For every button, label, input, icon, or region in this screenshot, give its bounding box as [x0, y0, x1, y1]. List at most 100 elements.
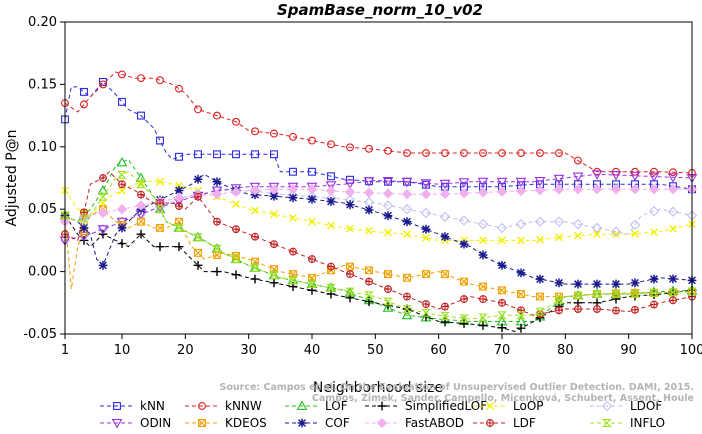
data-point [289, 214, 297, 222]
data-point [422, 270, 430, 279]
data-point [376, 417, 388, 429]
data-point [440, 312, 450, 320]
data-point [498, 286, 506, 295]
data-point [174, 223, 184, 232]
data-point [365, 278, 373, 285]
data-point [383, 297, 393, 306]
data-point [631, 229, 639, 238]
data-point [346, 262, 354, 271]
data-point [479, 149, 487, 157]
legend-label: LDF [513, 416, 536, 430]
data-point [422, 149, 430, 157]
data-point [553, 184, 565, 195]
series-ldf [61, 171, 696, 318]
data-point [118, 180, 126, 188]
data-point [534, 216, 546, 227]
data-point [325, 185, 337, 196]
data-point [420, 179, 432, 189]
data-point [630, 278, 640, 288]
data-point [420, 207, 432, 219]
data-point [401, 177, 413, 188]
data-point [251, 232, 259, 241]
data-point [345, 287, 355, 296]
data-point [117, 239, 127, 248]
data-point [422, 234, 430, 242]
data-point [232, 150, 240, 159]
data-point [517, 236, 525, 245]
data-point [99, 77, 107, 86]
data-point [80, 87, 88, 96]
data-point [212, 244, 222, 253]
series-line [64, 173, 693, 285]
x-tick-label: 70 [494, 343, 511, 358]
data-point [593, 230, 601, 239]
data-point [459, 239, 469, 249]
data-point [517, 290, 525, 299]
legend-item: ODIN [100, 416, 171, 430]
data-point [441, 303, 449, 310]
legend-item: COF [285, 416, 350, 430]
data-point [80, 208, 88, 217]
data-point [441, 270, 449, 279]
data-point [116, 204, 128, 215]
data-point [308, 167, 316, 176]
data-point [137, 191, 145, 199]
data-point [516, 323, 526, 333]
data-point [631, 306, 639, 314]
data-point [346, 224, 354, 233]
data-point [137, 190, 145, 199]
data-point [80, 208, 88, 216]
data-point [402, 217, 412, 227]
data-point [156, 177, 164, 186]
data-point [422, 300, 430, 308]
data-point [174, 186, 184, 195]
legend-label: COF [325, 416, 350, 430]
data-point [213, 111, 221, 120]
data-point [155, 205, 165, 214]
data-point [650, 300, 658, 309]
data-point [249, 182, 261, 193]
watermark-line-1: Source: Campos et al. On the Evaluation … [220, 382, 694, 393]
data-point [650, 228, 658, 237]
data-point [630, 289, 640, 298]
data-point [477, 187, 489, 198]
data-point [297, 418, 307, 428]
data-point [479, 236, 487, 245]
data-point [421, 224, 431, 234]
data-point [194, 193, 202, 201]
data-point [155, 242, 165, 252]
data-point [439, 188, 451, 200]
data-point [460, 277, 468, 286]
data-point [516, 268, 526, 278]
data-point [573, 291, 583, 300]
data-point [515, 185, 527, 197]
y-axis-label: Adjusted P@n [4, 129, 20, 226]
data-point [572, 172, 584, 183]
data-point [136, 180, 146, 189]
data-point [384, 285, 392, 294]
data-point [249, 185, 261, 196]
legend-item: LDOF [590, 399, 662, 413]
data-point [602, 419, 612, 427]
data-point [308, 255, 316, 263]
data-point [669, 296, 677, 304]
data-point [269, 271, 279, 280]
data-point [198, 419, 206, 427]
data-point [516, 311, 526, 320]
y-tick-label: 0.15 [28, 77, 57, 92]
x-tick-label: 80 [557, 343, 574, 358]
series-line [64, 81, 693, 190]
x-tick-label: 10 [114, 343, 131, 358]
data-point [555, 306, 563, 314]
data-point [458, 178, 470, 188]
data-point [421, 308, 431, 317]
data-point [270, 129, 278, 138]
legend-label: KDEOS [225, 416, 267, 430]
data-point [270, 210, 278, 219]
data-point [667, 184, 679, 195]
data-point [460, 295, 468, 304]
data-point [401, 204, 413, 215]
data-point [515, 218, 527, 230]
data-point [498, 299, 506, 307]
data-point [610, 226, 622, 237]
